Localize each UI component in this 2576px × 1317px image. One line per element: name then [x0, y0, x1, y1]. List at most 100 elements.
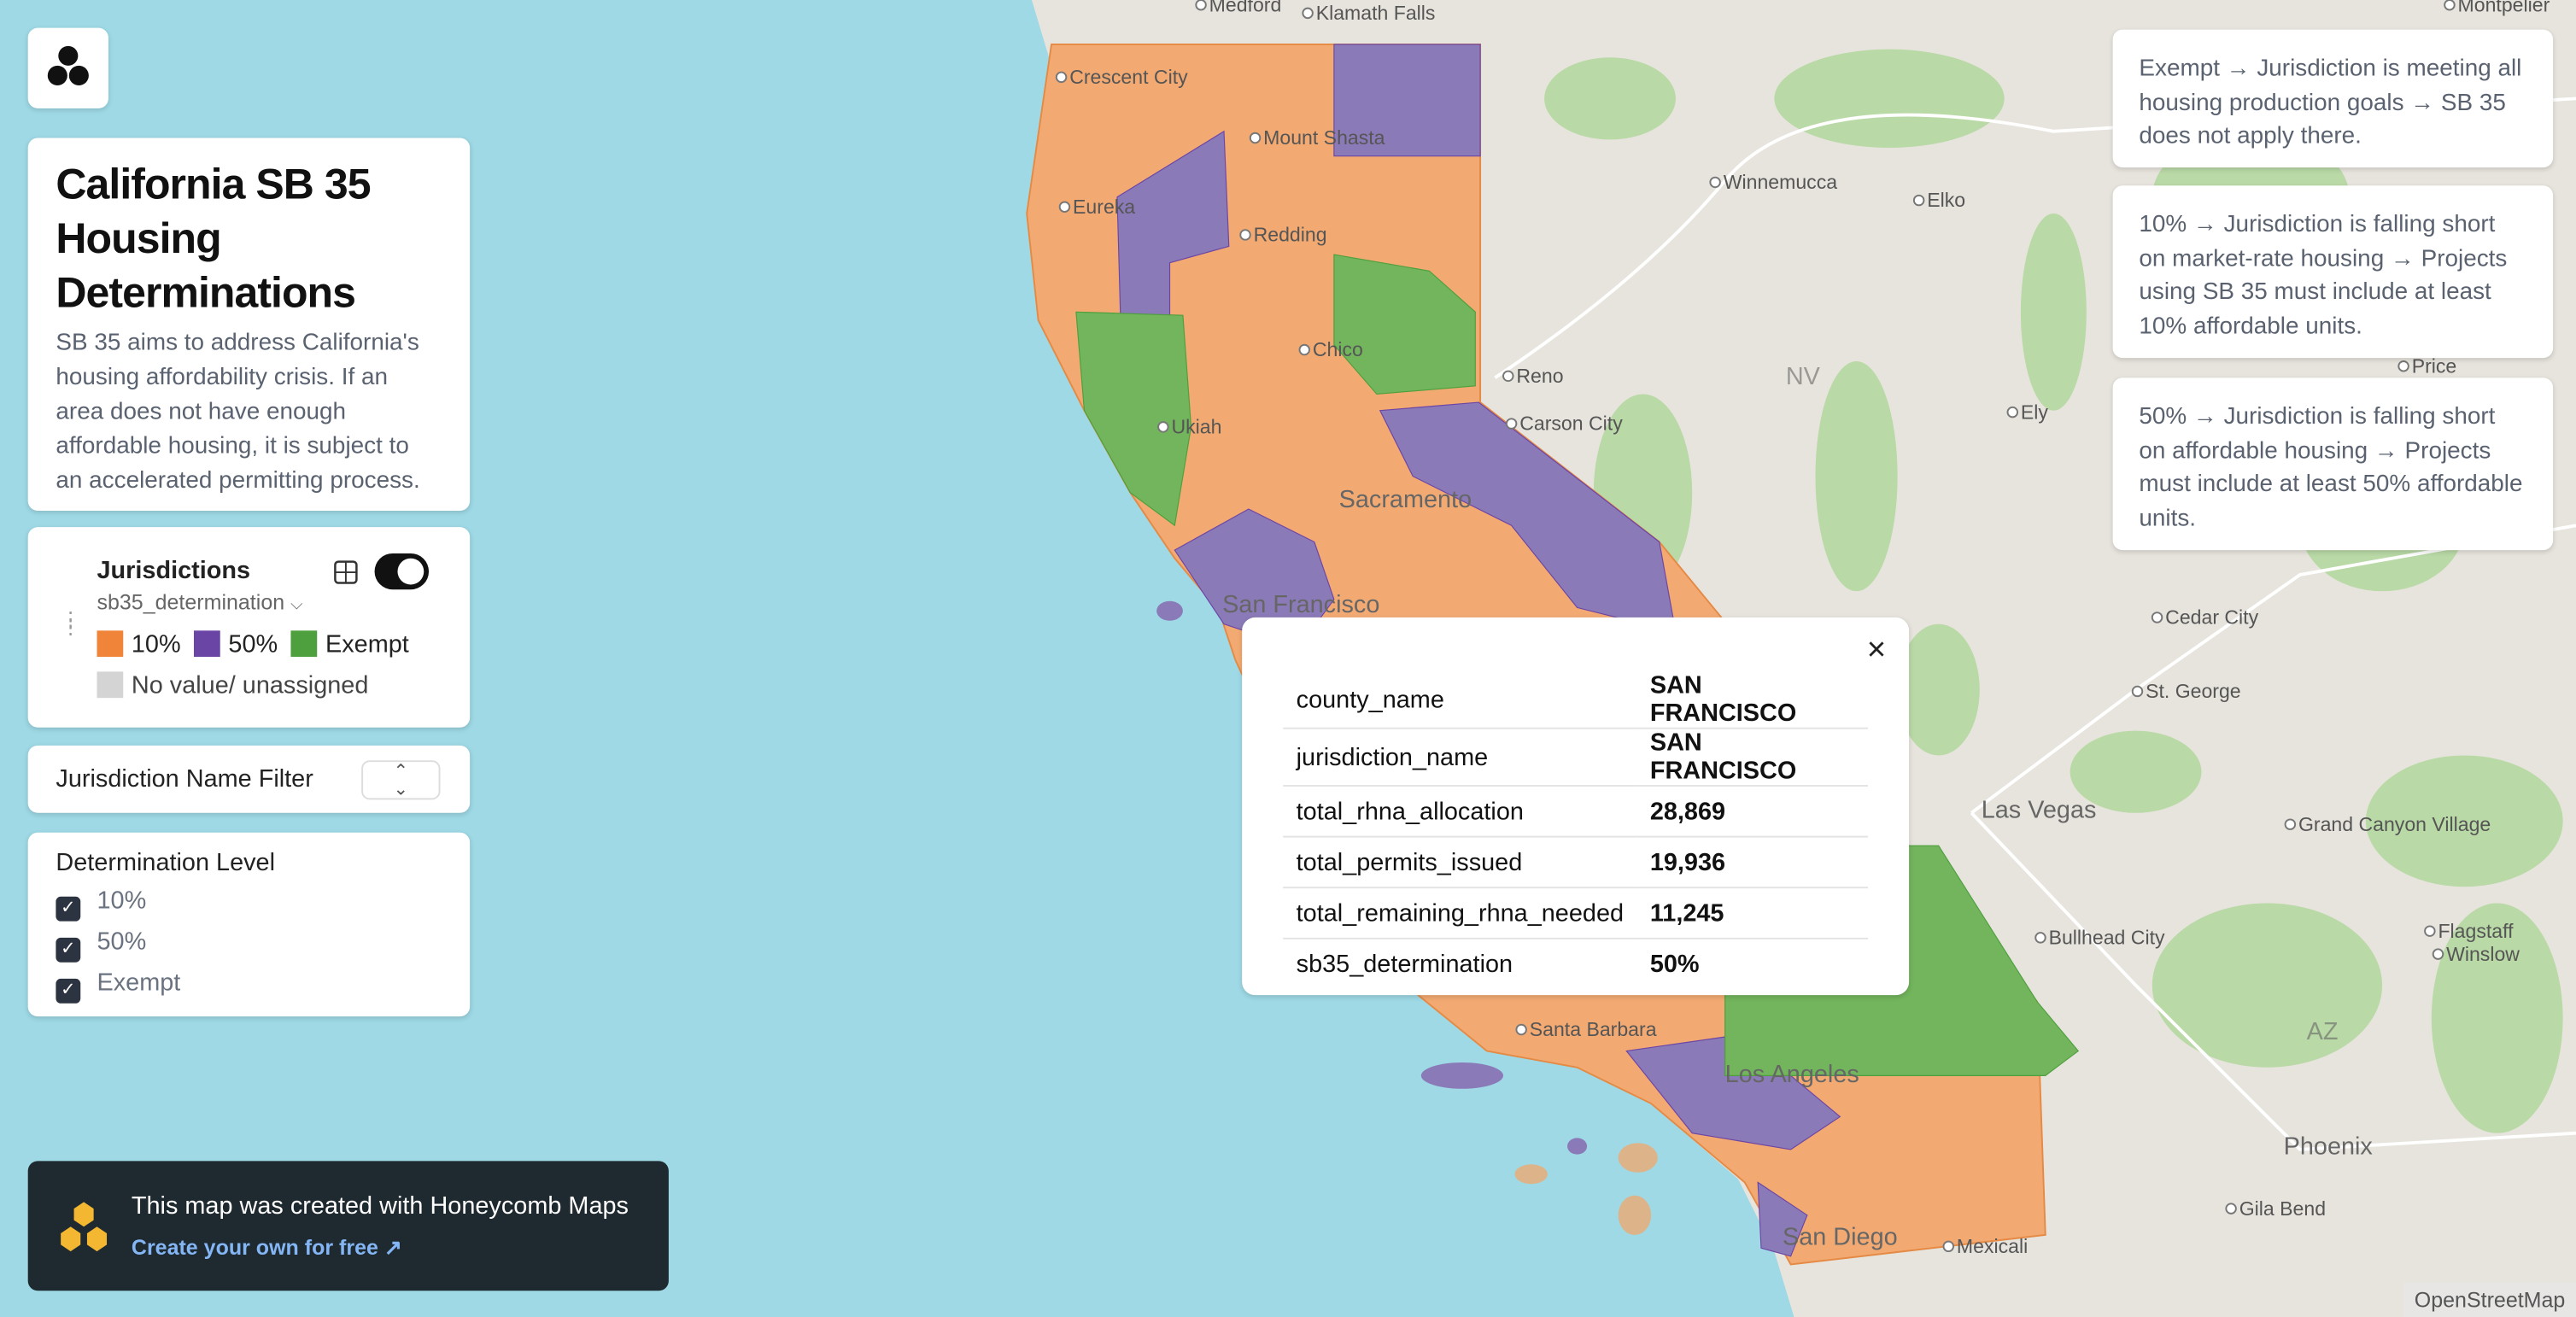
drag-dots[interactable]: ⋮ ⋮ — [61, 607, 81, 639]
place-dot — [1239, 229, 1251, 241]
place-label: St. George — [2146, 680, 2241, 702]
place-label: Phoenix — [2284, 1133, 2374, 1161]
place-label: Carson City — [1519, 413, 1623, 435]
layer-name: Jurisdictions — [97, 556, 251, 585]
legend-swatch — [97, 630, 124, 658]
popup-row: total_permits_issued 19,936 — [1283, 836, 1869, 889]
legend-swatch — [290, 630, 318, 658]
place-dot — [2131, 685, 2144, 698]
filter-option[interactable]: ✓ 50% — [56, 928, 442, 969]
place-label: Elko — [1927, 189, 1965, 211]
checkbox[interactable]: ✓ — [56, 978, 81, 1004]
legend-item: No value/ unassigned — [97, 671, 381, 699]
place-dot — [1298, 343, 1310, 356]
place-dot — [1302, 7, 1314, 20]
checkbox[interactable]: ✓ — [56, 896, 81, 922]
note-text: 10% → Jurisdiction is falling short on m… — [2139, 212, 2508, 341]
note-card: Exempt → Jurisdiction is meeting all hou… — [2112, 29, 2554, 168]
place-dot — [2397, 360, 2409, 372]
popup-row: total_rhna_allocation 28,869 — [1283, 786, 1869, 838]
place-dot — [2444, 0, 2456, 11]
place-dot — [1502, 370, 1514, 383]
popup-table: county_name SAN FRANCISCO jurisdiction_nam… — [1283, 671, 1869, 988]
place-label: San Diego — [1783, 1223, 1898, 1250]
place-label: Klamath Falls — [1316, 2, 1436, 24]
filter-select[interactable]: ⌃ ⌄ — [361, 760, 441, 800]
place-label: Cedar City — [2165, 606, 2258, 629]
place-dot — [1249, 132, 1262, 144]
option-label: 10% — [97, 887, 147, 915]
map-description: SB 35 aims to address California's housi… — [56, 330, 420, 495]
banner: This map was created with Honeycomb Maps… — [27, 1161, 669, 1291]
layer-toggle[interactable] — [374, 553, 430, 590]
filter-option[interactable]: ✓ Exempt — [56, 969, 442, 1010]
note-card: 50% → Jurisdiction is falling short on a… — [2112, 378, 2554, 551]
banner-logo — [61, 1202, 108, 1252]
place-labels: Medford Klamath Falls Crescent City Mount S… — [1055, 0, 2550, 1257]
filter-title: Determination Level — [56, 849, 276, 877]
legend-item: Exempt — [290, 630, 423, 659]
place-dot — [1942, 1240, 1955, 1253]
place-label: Redding — [1254, 224, 1327, 246]
place-label: AZ — [2307, 1018, 2339, 1045]
logo-icon — [47, 45, 89, 85]
place-label: Chico — [1313, 338, 1363, 360]
place-label: Las Vegas — [1982, 797, 2097, 824]
place-dot — [2432, 948, 2444, 960]
place-label: Los Angeles — [1725, 1061, 1859, 1088]
field-name: sb35_determination — [97, 589, 285, 615]
popup-row: county_name SAN FRANCISCO — [1283, 671, 1869, 729]
legend-item: 50% — [194, 630, 291, 658]
place-dot — [1912, 194, 1925, 207]
place-dot — [1058, 201, 1071, 213]
place-dot — [2006, 406, 2019, 419]
field-key: total_permits_issued — [1283, 836, 1637, 889]
field-key: sb35_determination — [1296, 950, 1513, 978]
place-label: San Francisco — [1222, 591, 1379, 618]
place-label: Sacramento — [1339, 486, 1472, 513]
popup-close[interactable]: × — [1866, 632, 1887, 669]
field-value: 11,245 — [1636, 887, 1869, 939]
field-value: 50% — [1649, 950, 1700, 978]
place-dot — [2424, 925, 2436, 937]
popup-row: jurisdiction_name SAN FRANCISCO — [1283, 728, 1869, 787]
legend-label: 10% — [131, 630, 181, 659]
determination-filter: Determination Level ✓ 10% ✓ 50% ✓ Exempt — [27, 832, 471, 1017]
place-label: Gila Bend — [2239, 1197, 2326, 1220]
place-label: Santa Barbara — [1530, 1018, 1657, 1040]
place-label: Mount Shasta — [1263, 126, 1385, 149]
note-card: 10% → Jurisdiction is falling short on m… — [2112, 185, 2554, 359]
name-filter: Jurisdiction Name Filter ⌃ ⌄ — [27, 745, 471, 813]
island-areas — [1156, 600, 1588, 1155]
legend-label: No value/ unassigned — [131, 671, 369, 700]
place-dot — [1515, 1023, 1527, 1036]
place-label: Medford — [1209, 0, 1282, 15]
legend-label: 50% — [228, 630, 278, 659]
layer-field[interactable]: sb35_determination ⌵ — [97, 589, 303, 615]
attribution[interactable]: OpenStreetMap — [2403, 1282, 2576, 1317]
place-dot — [2225, 1203, 2237, 1215]
place-label: Winnemucca — [1724, 171, 1837, 193]
field-key: total_remaining_rhna_needed — [1283, 887, 1637, 939]
legend-item: 10% — [97, 630, 194, 658]
banner-link[interactable]: Create your own for free ↗ — [131, 1234, 402, 1260]
link-text[interactable]: Create your own for free — [131, 1234, 378, 1260]
legend-label: Exempt — [325, 630, 409, 659]
fifty-percent-areas[interactable] — [1116, 44, 1841, 1257]
legend: 10% 50% Exempt No value/ unassigned — [97, 624, 470, 706]
filter-option[interactable]: ✓ 10% — [56, 887, 442, 928]
note-text: 50% → Jurisdiction is falling short on a… — [2139, 403, 2523, 533]
checkbox[interactable]: ✓ — [56, 937, 81, 963]
legend-swatch — [97, 671, 124, 699]
title-panel: California SB 35 Housing Determinations … — [27, 138, 471, 511]
field-value: SAN FRANCISCO — [1636, 728, 1869, 787]
table-icon[interactable] — [333, 560, 358, 585]
logo[interactable] — [27, 27, 108, 108]
filter-label: Jurisdiction Name Filter — [56, 764, 313, 793]
place-label: Ely — [2021, 401, 2049, 423]
place-label: Flagstaff — [2438, 920, 2514, 942]
place-dot — [1195, 0, 1207, 11]
place-label: Bullhead City — [2049, 927, 2165, 949]
place-label: Montpelier — [2458, 0, 2550, 15]
